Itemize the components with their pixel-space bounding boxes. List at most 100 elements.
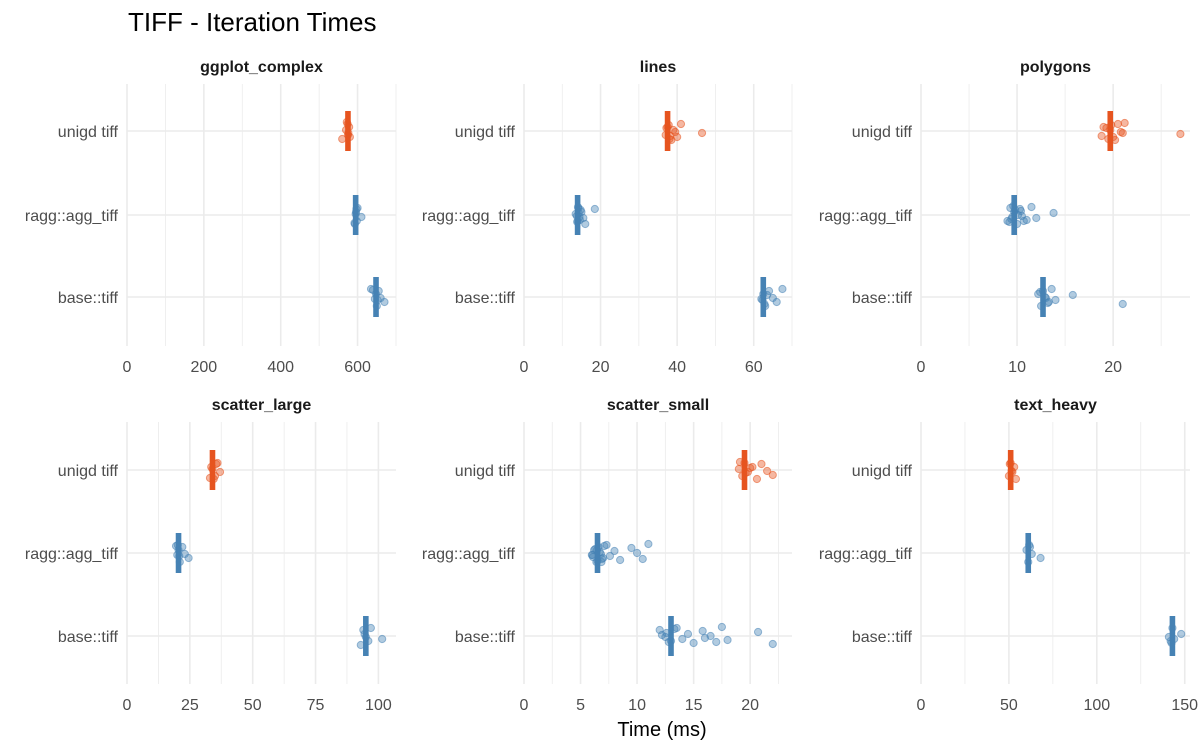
x-tick-label: 10 xyxy=(1008,359,1026,376)
data-point xyxy=(768,639,777,649)
data-point xyxy=(590,204,599,214)
x-tick-label: 0 xyxy=(917,697,926,714)
data-point xyxy=(757,459,766,469)
data-point xyxy=(1097,131,1106,141)
data-point xyxy=(1032,213,1041,223)
median-bar xyxy=(352,195,359,235)
x-tick-label: 5 xyxy=(576,697,585,714)
data-point xyxy=(338,134,347,144)
x-tick-label: 600 xyxy=(344,359,371,376)
data-point xyxy=(717,622,726,632)
panel-title: polygons xyxy=(1020,59,1091,76)
x-tick-label: 0 xyxy=(917,359,926,376)
y-category-label: ragg::agg_tiff xyxy=(819,546,913,563)
median-bar xyxy=(1169,616,1176,656)
data-point xyxy=(600,541,609,551)
data-point xyxy=(698,626,707,636)
x-tick-label: 20 xyxy=(741,697,759,714)
data-point xyxy=(723,635,732,645)
panel-title: ggplot_complex xyxy=(200,59,323,76)
y-category-label: base::tiff xyxy=(852,290,913,307)
data-point xyxy=(1116,127,1125,137)
data-point xyxy=(1036,553,1045,563)
median-bar xyxy=(741,450,748,490)
x-tick-label: 0 xyxy=(123,359,132,376)
data-point xyxy=(1051,295,1060,305)
median-bar xyxy=(664,111,671,151)
x-tick-label: 25 xyxy=(181,697,199,714)
data-point xyxy=(772,297,781,307)
data-point xyxy=(215,467,225,477)
y-category-label: base::tiff xyxy=(455,629,516,646)
x-tick-label: 50 xyxy=(1000,697,1018,714)
y-category-label: unigd tiff xyxy=(455,124,516,141)
median-bar xyxy=(574,195,581,235)
data-point xyxy=(1176,129,1185,139)
x-tick-label: 10 xyxy=(628,697,646,714)
data-point xyxy=(1118,299,1127,309)
x-tick-label: 20 xyxy=(592,359,610,376)
median-bar xyxy=(363,616,369,656)
data-point xyxy=(700,633,710,643)
x-tick-label: 50 xyxy=(244,697,262,714)
x-tick-label: 20 xyxy=(1104,359,1122,376)
data-point xyxy=(610,546,619,556)
median-bar xyxy=(175,533,182,573)
data-point xyxy=(1177,629,1186,639)
median-bar xyxy=(209,450,216,490)
data-point xyxy=(1016,206,1026,216)
y-category-label: ragg::agg_tiff xyxy=(25,546,119,563)
x-tick-label: 0 xyxy=(123,697,132,714)
data-point xyxy=(689,638,698,648)
x-axis-label: Time (ms) xyxy=(617,719,706,741)
data-point xyxy=(1047,284,1056,294)
data-point xyxy=(1120,118,1129,128)
median-bar xyxy=(760,277,767,317)
x-tick-label: 40 xyxy=(668,359,686,376)
data-point xyxy=(734,464,743,474)
data-point xyxy=(605,551,615,561)
y-category-label: base::tiff xyxy=(455,290,516,307)
data-point xyxy=(632,548,642,558)
x-tick-label: 75 xyxy=(307,697,325,714)
x-tick-label: 200 xyxy=(191,359,218,376)
data-point xyxy=(644,539,653,549)
data-point xyxy=(778,284,787,294)
y-category-label: ragg::agg_tiff xyxy=(819,208,913,225)
x-tick-label: 100 xyxy=(1083,697,1110,714)
median-bar xyxy=(373,277,379,317)
data-point xyxy=(581,219,590,229)
y-category-label: unigd tiff xyxy=(58,124,119,141)
data-point xyxy=(1019,216,1028,226)
median-bar xyxy=(668,616,674,656)
x-tick-label: 400 xyxy=(267,359,294,376)
panel-title: text_heavy xyxy=(1014,397,1097,414)
median-bar xyxy=(1007,450,1014,490)
data-point xyxy=(378,634,387,644)
data-point xyxy=(763,466,772,476)
data-point xyxy=(1113,119,1123,129)
y-category-label: base::tiff xyxy=(58,629,119,646)
y-category-label: base::tiff xyxy=(58,290,119,307)
x-tick-label: 100 xyxy=(365,697,392,714)
median-bar xyxy=(1107,111,1114,151)
panel-title: scatter_small xyxy=(607,397,709,414)
data-point xyxy=(638,554,647,564)
data-point xyxy=(752,474,762,484)
y-category-label: unigd tiff xyxy=(58,463,119,480)
data-point xyxy=(697,128,707,138)
y-category-label: ragg::agg_tiff xyxy=(422,208,516,225)
data-point xyxy=(1027,202,1036,212)
data-point xyxy=(184,553,193,563)
x-tick-label: 0 xyxy=(520,697,529,714)
median-bar xyxy=(1025,533,1032,573)
data-point xyxy=(683,629,693,639)
data-point xyxy=(676,119,686,129)
panel-title: scatter_large xyxy=(212,397,312,414)
chart-title: TIFF - Iteration Times xyxy=(128,7,377,37)
